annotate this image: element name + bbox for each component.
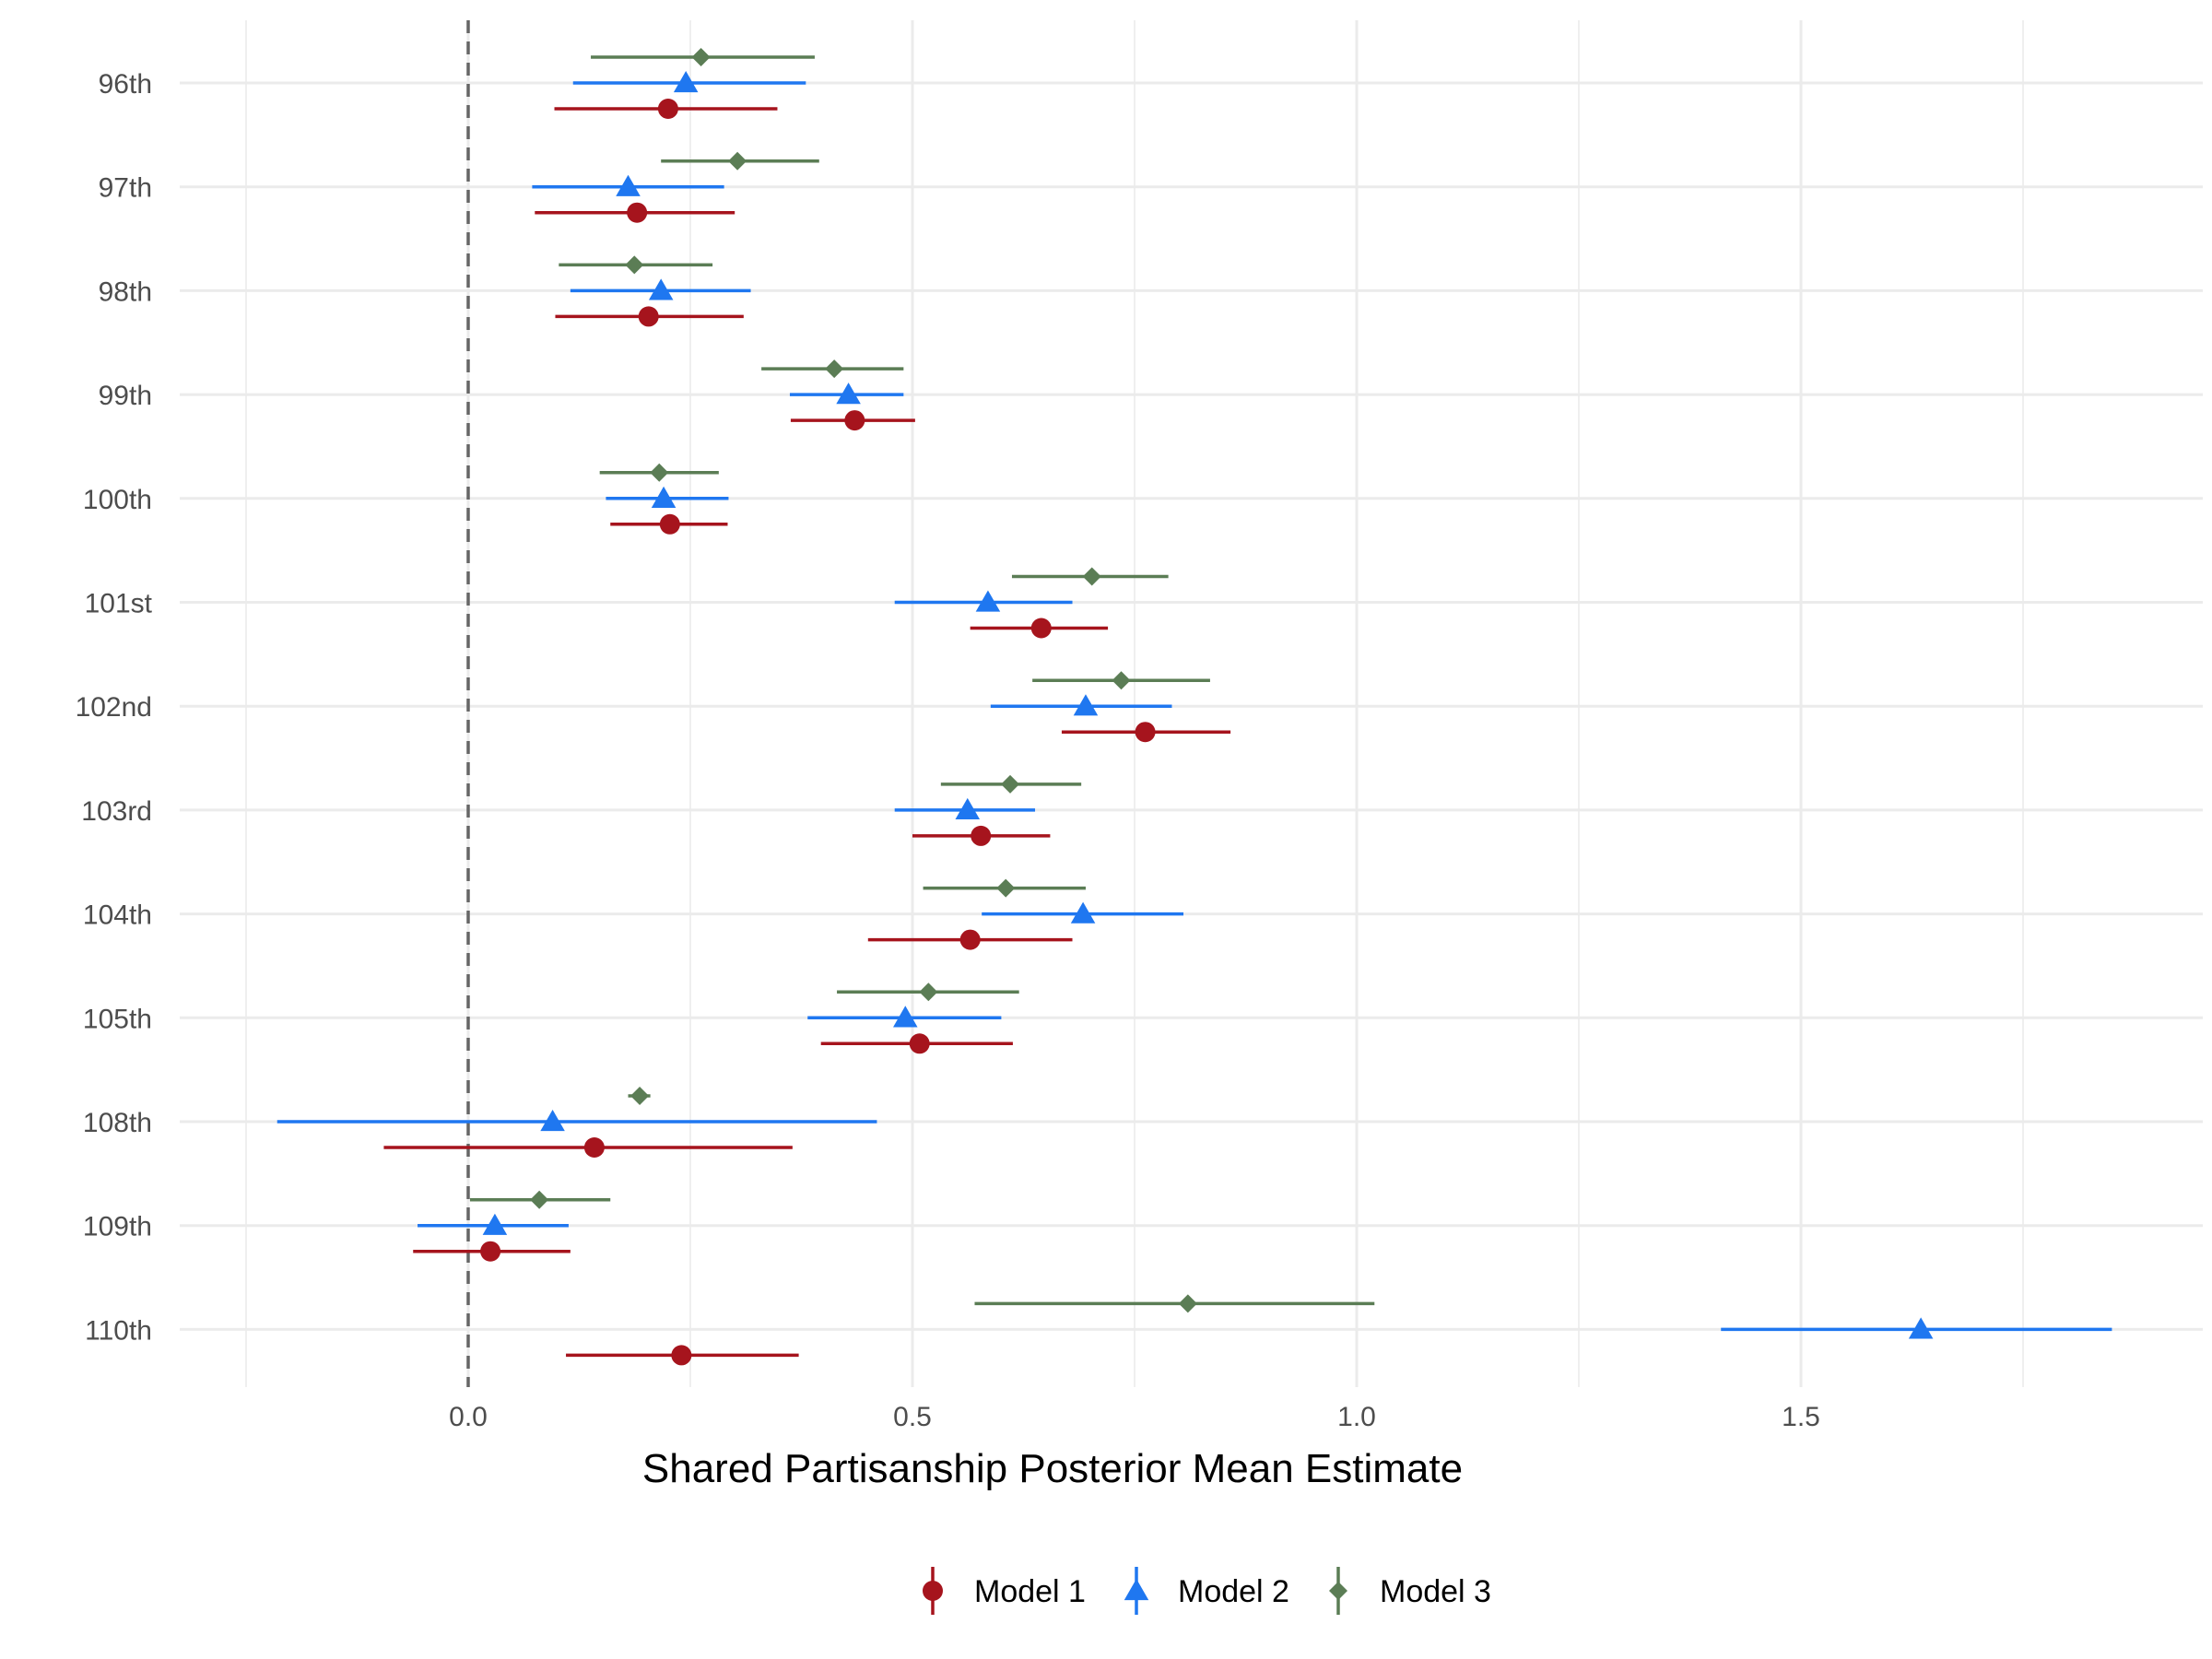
point-model-3-96th: [691, 48, 711, 66]
y-tick-label-103rd: 103rd: [81, 796, 152, 827]
y-tick-label-109th: 109th: [83, 1212, 152, 1242]
y-axis: 96th 97th 98th 99th 100th 101st 102nd 103rd 104t…: [76, 69, 153, 1346]
point-model-2-109th: [482, 1213, 508, 1235]
point-model-2-98th: [648, 278, 674, 300]
x-axis: 0.0 0.5 1.0 1.5: [449, 1402, 1820, 1432]
point-model-1-98th: [638, 306, 659, 327]
point-model-2-105th: [893, 1006, 918, 1028]
point-model-2-96th: [673, 71, 699, 93]
point-model-3-98th: [625, 255, 644, 275]
point-model-1-103rd: [971, 825, 992, 846]
y-tick-label-105th: 105th: [83, 1004, 152, 1034]
point-model-3-97th: [728, 151, 747, 171]
legend-key-model-2: [1124, 1579, 1149, 1601]
x-tick-label-1-5: 1.5: [1782, 1402, 1820, 1432]
point-model-2-99th: [836, 382, 861, 405]
point-model-2-101st: [975, 590, 1001, 612]
legend-key-model-3: [1329, 1582, 1347, 1600]
point-model-3-108th: [630, 1087, 650, 1105]
point-model-3-101st: [1082, 567, 1101, 586]
point-model-1-99th: [844, 410, 865, 431]
grid-layer: [180, 20, 2203, 1387]
point-model-3-104th: [996, 878, 1016, 898]
y-tick-label-108th: 108th: [83, 1108, 152, 1138]
point-model-3-102nd: [1112, 671, 1131, 690]
point-model-2-102nd: [1073, 694, 1099, 716]
point-model-3-109th: [530, 1190, 549, 1209]
point-model-1-101st: [1030, 618, 1052, 639]
legend-label-model-1: Model 1: [974, 1574, 1086, 1609]
series-model-1: [383, 99, 1231, 1366]
x-axis-title: Shared Partisanship Posterior Mean Estim…: [642, 1446, 1463, 1491]
point-model-3-100th: [650, 463, 669, 482]
point-model-2-108th: [540, 1110, 565, 1132]
x-tick-label-0-0: 0.0: [449, 1402, 488, 1432]
y-tick-label-98th: 98th: [99, 276, 152, 307]
point-model-3-103rd: [1001, 774, 1020, 794]
legend-item-model-1: Model 1: [923, 1567, 1086, 1615]
y-tick-label-100th: 100th: [83, 485, 152, 515]
point-model-1-97th: [627, 202, 648, 223]
point-model-1-96th: [657, 99, 678, 119]
y-tick-label-97th: 97th: [99, 173, 152, 204]
legend-label-model-2: Model 2: [1178, 1574, 1289, 1609]
legend-key-model-1: [923, 1581, 943, 1601]
point-model-3-110th: [1178, 1294, 1197, 1313]
point-model-2-100th: [651, 486, 677, 508]
point-model-3-105th: [919, 982, 938, 1002]
point-model-2-104th: [1070, 901, 1096, 924]
point-model-2-103rd: [955, 797, 981, 820]
point-model-1-110th: [671, 1345, 692, 1366]
legend-item-model-2: Model 2: [1124, 1567, 1289, 1615]
x-tick-label-1-0: 1.0: [1337, 1402, 1376, 1432]
point-model-2-97th: [616, 174, 641, 196]
y-tick-label-102nd: 102nd: [76, 692, 152, 723]
point-model-1-109th: [480, 1241, 501, 1262]
data-layer: [276, 48, 2112, 1366]
y-tick-label-96th: 96th: [99, 69, 152, 100]
point-model-1-104th: [959, 929, 981, 950]
legend-label-model-3: Model 3: [1380, 1574, 1491, 1609]
series-model-3: [469, 48, 1375, 1313]
point-model-2-110th: [1908, 1317, 1934, 1339]
x-tick-label-0-5: 0.5: [893, 1402, 932, 1432]
y-tick-label-104th: 104th: [83, 900, 152, 931]
point-model-1-100th: [659, 513, 680, 535]
y-tick-label-99th: 99th: [99, 381, 152, 411]
point-model-1-102nd: [1135, 722, 1156, 743]
y-tick-label-110th: 110th: [85, 1315, 152, 1346]
point-model-1-108th: [583, 1137, 605, 1158]
point-model-3-99th: [825, 359, 844, 379]
series-model-2: [276, 71, 2112, 1339]
legend-item-model-3: Model 3: [1329, 1567, 1491, 1615]
point-model-1-105th: [909, 1033, 930, 1054]
legend: Model 1 Model 2 Model 3: [923, 1567, 1491, 1615]
y-tick-label-101st: 101st: [85, 589, 153, 619]
